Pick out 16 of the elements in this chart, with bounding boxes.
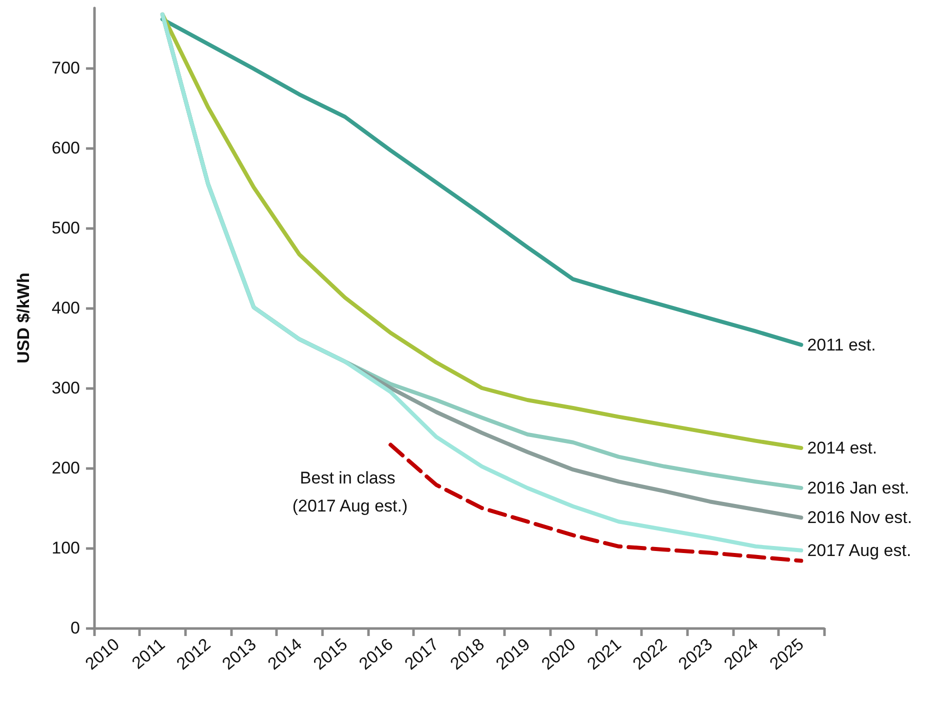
line-series [160, 17, 804, 347]
y-tick-label: 100 [52, 538, 80, 558]
y-tick-label: 500 [52, 218, 80, 238]
y-tick-label: 0 [70, 618, 80, 638]
series-label: 2011 est. [807, 335, 876, 354]
y-tick-label: 200 [52, 458, 80, 478]
series-label: 2014 est. [807, 438, 878, 458]
y-tick-label: 300 [52, 378, 80, 398]
y-axis-title: USD $/kWh [14, 272, 33, 364]
series-label: 2016 Nov est. [807, 508, 912, 528]
annotation: Best in class (2017 Aug est.) [292, 468, 408, 516]
y-tick-label: 700 [52, 58, 80, 78]
y-tick-label: 600 [52, 138, 80, 158]
series-label: 2016 Jan est. [807, 478, 910, 498]
y-tick-label: 400 [52, 298, 80, 318]
series-label: 2017 Aug est. [807, 540, 912, 560]
